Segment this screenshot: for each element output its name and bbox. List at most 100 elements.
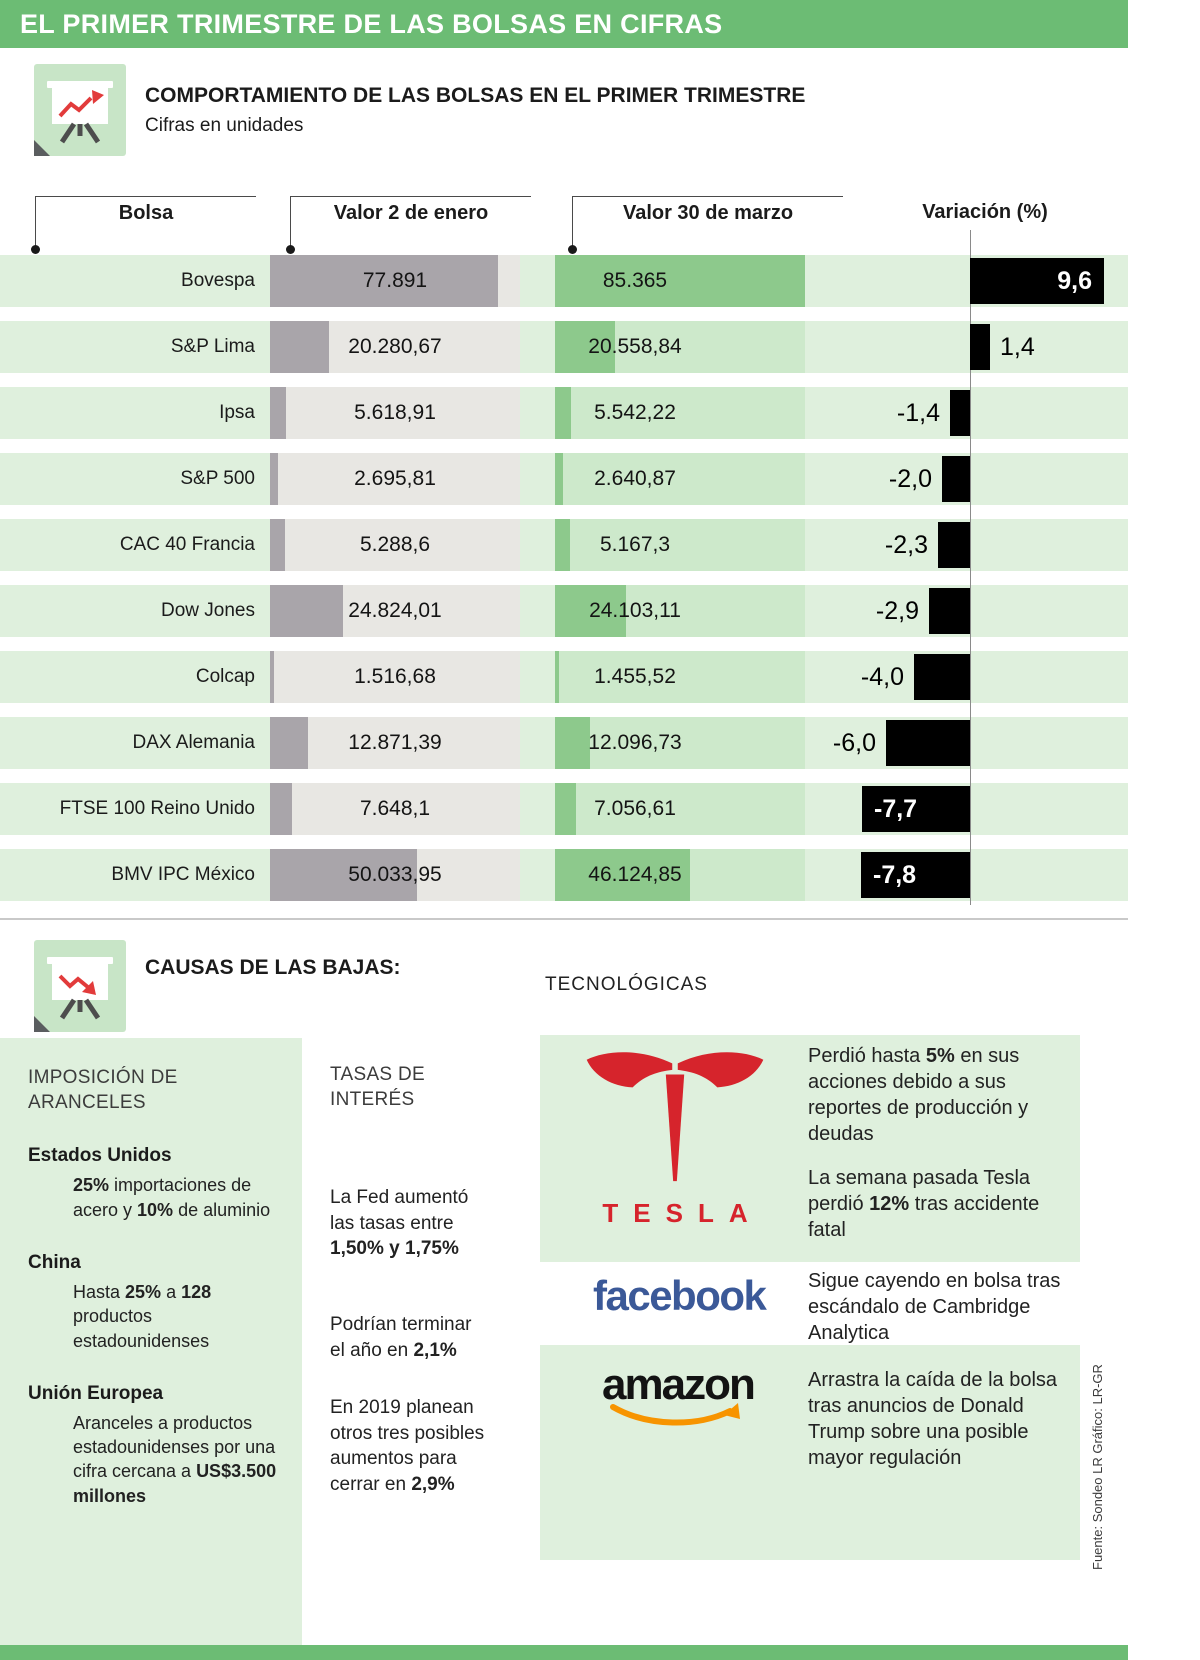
mar-value: 5.167,3 — [599, 533, 671, 556]
tariff-item-us: Estados Unidos 25% importaciones de acer… — [0, 1145, 302, 1222]
variation-axis-line — [970, 230, 971, 905]
variation-value: -7,8 — [873, 861, 917, 889]
exchange-name: S&P 500 — [180, 468, 255, 489]
jan-value: 5.288,6 — [359, 533, 431, 556]
header-bar: EL PRIMER TRIMESTRE DE LAS BOLSAS EN CIF… — [0, 0, 1128, 48]
jan-bar — [270, 849, 417, 901]
mar-bar — [555, 453, 563, 505]
jan-column: 7.648,1 — [270, 783, 520, 835]
tariff-text: Aranceles a productos estadounidenses po… — [73, 1412, 277, 1506]
tesla-panel: TESLA Perdió hasta 5% en sus acciones de… — [540, 1035, 1080, 1262]
facebook-logo: facebook — [593, 1272, 767, 1319]
tariff-item-china: China Hasta 25% a 128 productos estadoun… — [0, 1252, 302, 1353]
variation-bar — [938, 522, 970, 568]
exchange-name: CAC 40 Francia — [119, 534, 255, 555]
mar-column: 2.640,87 — [555, 453, 805, 505]
exchange-name: Dow Jones — [161, 600, 255, 621]
amazon-wordmark: amazon — [602, 1360, 756, 1409]
jan-column: 20.280,67 — [270, 321, 520, 373]
variation-bar — [929, 588, 970, 634]
amazon-panel: amazon Arrastra la caída de la bolsa tra… — [540, 1345, 1080, 1560]
exchange-name: S&P Lima — [170, 336, 255, 357]
jan-bar — [270, 321, 329, 373]
exchange-row: BMV IPC México 50.033,95 46.124,85 -7,8 — [0, 849, 1128, 901]
exchange-name: Bovespa — [181, 270, 255, 291]
variation-value: -7,7 — [874, 795, 918, 823]
jan-column: 77.891 — [270, 255, 520, 307]
exchange-row: S&P Lima 20.280,67 20.558,84 1,4 — [0, 321, 1128, 373]
tariffs-heading: IMPOSICIÓN DE ARANCELES — [28, 1067, 178, 1113]
jan-bar — [270, 651, 274, 703]
exchange-row: CAC 40 Francia 5.288,6 5.167,3 -2,3 — [0, 519, 1128, 571]
mar-bar — [555, 585, 626, 637]
exchange-row: S&P 500 2.695,81 2.640,87 -2,0 — [0, 453, 1128, 505]
mar-value: 46.124,85 — [588, 863, 682, 886]
jan-bar — [270, 585, 343, 637]
variation-bar — [970, 258, 1104, 304]
jan-bar — [270, 255, 498, 307]
mar-bar — [555, 783, 576, 835]
tesla-text-1: Perdió hasta 5% en sus acciones debido a… — [808, 1045, 1029, 1145]
mar-column: 7.056,61 — [555, 783, 805, 835]
bracket-dot — [286, 245, 295, 254]
jan-value: 2.695,81 — [354, 467, 436, 490]
exchange-name: FTSE 100 Reino Unido — [59, 798, 255, 819]
rates-heading: TASAS DE INTERÉS — [330, 1064, 425, 1110]
jan-bar — [270, 453, 278, 505]
variation-value: -2,3 — [884, 531, 928, 559]
jan-column: 5.288,6 — [270, 519, 520, 571]
tech-heading: TECNOLÓGICAS — [545, 974, 708, 995]
rates-paragraph: En 2019 planean otros tres posibles aume… — [330, 1397, 485, 1495]
mar-column: 5.167,3 — [555, 519, 805, 571]
exchange-name: BMV IPC México — [111, 864, 255, 885]
variation-value: -1,4 — [896, 399, 940, 427]
amazon-logo: amazon — [602, 1363, 792, 1427]
jan-bar — [270, 387, 286, 439]
jan-value: 24.824,01 — [348, 599, 442, 622]
column-label: Valor 30 de marzo — [622, 202, 794, 224]
rates-paragraph: La Fed aumentó las tasas entre 1,50% y 1… — [330, 1187, 469, 1260]
variation-bar — [886, 720, 970, 766]
column-label: Bolsa — [118, 202, 174, 224]
exchange-row: Colcap 1.516,68 1.455,52 -4,0 — [0, 651, 1128, 703]
mar-value: 24.103,11 — [589, 599, 681, 622]
mar-column: 1.455,52 — [555, 651, 805, 703]
exchange-row: Bovespa 77.891 85.365 9,6 — [0, 255, 1128, 307]
column-header-bolsa: Bolsa — [31, 196, 256, 254]
jan-column: 2.695,81 — [270, 453, 520, 505]
variation-value: -4,0 — [860, 663, 904, 691]
tesla-t-icon — [586, 1052, 764, 1182]
mar-bar — [555, 321, 615, 373]
jan-column: 50.033,95 — [270, 849, 520, 901]
mar-bar — [555, 519, 570, 571]
mar-value: 7.056,61 — [594, 797, 676, 820]
tariff-text: Hasta 25% a 128 productos estadounidense… — [73, 1281, 212, 1351]
variation-bar — [970, 324, 990, 370]
country-name: Estados Unidos — [28, 1145, 172, 1167]
variation-value: 1,4 — [1000, 333, 1035, 361]
source-credit: Fuente: Sondeo LR Gráfico: LR-GR — [1090, 1364, 1105, 1570]
column-label: Valor 2 de enero — [333, 202, 489, 224]
country-name: China — [28, 1251, 81, 1273]
jan-bar — [270, 519, 285, 571]
tariffs-panel: IMPOSICIÓN DE ARANCELES Estados Unidos 2… — [0, 1038, 302, 1645]
tesla-text-2: La semana pasada Tesla perdió 12% tras a… — [808, 1167, 1040, 1241]
variation-bar — [914, 654, 970, 700]
bracket-dot — [568, 245, 577, 254]
jan-value: 20.280,67 — [348, 335, 442, 358]
jan-value: 1.516,68 — [354, 665, 436, 688]
column-header-variacion: Variación (%) — [922, 201, 1048, 223]
mar-column: 5.542,22 — [555, 387, 805, 439]
jan-value: 7.648,1 — [359, 797, 431, 820]
exchange-row: Ipsa 5.618,91 5.542,22 -1,4 — [0, 387, 1128, 439]
exchange-name: DAX Alemania — [132, 732, 255, 753]
column-header-marzo: Valor 30 de marzo — [568, 196, 843, 254]
mar-column: 85.365 — [555, 255, 805, 307]
mar-value: 1.455,52 — [594, 665, 676, 688]
amazon-smile-icon — [610, 1403, 740, 1426]
section1-title: COMPORTAMIENTO DE LAS BOLSAS EN EL PRIME… — [145, 84, 806, 107]
exchange-row: FTSE 100 Reino Unido 7.648,1 7.056,61 -7,7 — [0, 783, 1128, 835]
mar-bar — [555, 387, 571, 439]
jan-bar — [270, 783, 292, 835]
mar-bar — [555, 849, 690, 901]
